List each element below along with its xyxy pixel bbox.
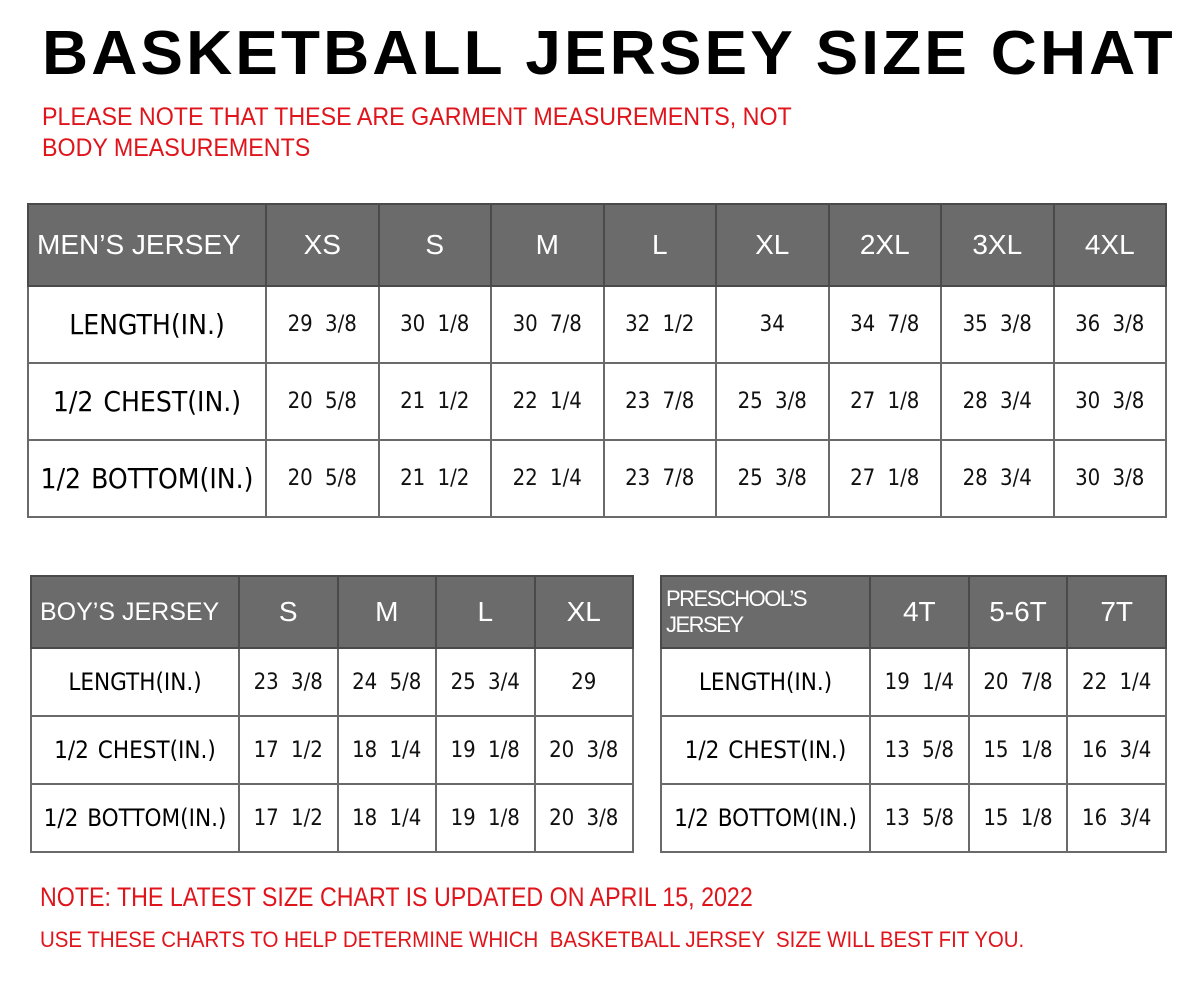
measurement-cell: 22 1/4 [490, 362, 605, 441]
table-header-row: BOY’S JERSEY S M L XL [30, 575, 634, 649]
measurement-cell: 32 1/2 [602, 285, 717, 364]
size-header-cell: M [490, 203, 605, 287]
table-title-cell: BOY’S JERSEY [30, 575, 240, 649]
measurement-cell: 29 3/8 [265, 285, 380, 364]
measurement-cell: 13 5/8 [869, 783, 970, 853]
size-header-cell: 3XL [940, 203, 1055, 287]
table-header-row: MEN’S JERSEY XS S M L XL 2XL 3XL 4XL [27, 203, 1167, 287]
size-header-cell: L [602, 203, 717, 287]
table-row: LENGTH(IN.) 23 3/8 24 5/8 25 3/4 29 [30, 647, 634, 717]
measurement-cell: 27 1/8 [827, 439, 942, 518]
table-title-cell: PRESCHOOL’S JERSEY [660, 575, 871, 649]
measurement-cell: 23 3/8 [238, 647, 339, 717]
size-header-cell: 4XL [1052, 203, 1167, 287]
measurement-cell: 30 7/8 [490, 285, 605, 364]
measurement-cell: 17 1/2 [238, 715, 339, 785]
measurement-cell: 25 3/4 [435, 647, 536, 717]
size-header-cell: 2XL [827, 203, 942, 287]
size-header-cell: 7T [1066, 575, 1167, 649]
measurement-cell: 20 3/8 [533, 715, 634, 785]
update-note: NOTE: THE LATEST SIZE CHART IS UPDATED O… [40, 882, 753, 912]
measurement-cell: 20 5/8 [265, 362, 380, 441]
measurement-cell: 20 3/8 [533, 783, 634, 853]
table-row: LENGTH(IN.) 29 3/8 30 1/8 30 7/8 32 1/2 34 34 … [27, 285, 1167, 364]
measurement-cell: 22 1/4 [1066, 647, 1167, 717]
measurement-cell: 21 1/2 [377, 362, 492, 441]
table-row: 1/2 CHEST(IN.) 20 5/8 21 1/2 22 1/4 23 7/8 25… [27, 362, 1167, 441]
row-label-cell: 1/2 CHEST(IN.) [30, 715, 240, 785]
row-label-cell: 1/2 CHEST(IN.) [660, 715, 871, 785]
size-header-cell: 5-6T [967, 575, 1069, 649]
row-label-cell: LENGTH(IN.) [660, 647, 871, 717]
measurement-cell: 25 3/8 [715, 362, 830, 441]
measurement-cell: 13 5/8 [869, 715, 970, 785]
measurement-cell: 34 [715, 285, 830, 364]
measurement-cell: 25 3/8 [715, 439, 830, 518]
mens-size-table: MEN’S JERSEY XS S M L XL 2XL 3XL 4XL LENGTH(IN.) 2… [27, 203, 1167, 518]
size-header-cell: S [377, 203, 492, 287]
garment-note: PLEASE NOTE THAT THESE ARE GARMENT MEASU… [42, 103, 792, 162]
table-row: 1/2 CHEST(IN.) 17 1/2 18 1/4 19 1/8 20 3/8 [30, 715, 634, 785]
size-header-cell: XL [715, 203, 830, 287]
page-title: BASKETBALL JERSEY SIZE CHAT [42, 19, 1176, 88]
table-row: 1/2 BOTTOM(IN.) 20 5/8 21 1/2 22 1/4 23 7/8 2… [27, 439, 1167, 518]
size-header-cell: XS [265, 203, 380, 287]
row-label-cell: 1/2 BOTTOM(IN.) [27, 439, 267, 518]
measurement-cell: 16 3/4 [1066, 715, 1167, 785]
size-header-cell: 4T [869, 575, 970, 649]
boys-size-table: BOY’S JERSEY S M L XL LENGTH(IN.) 23 3/8 24 5/8… [30, 575, 634, 853]
size-header-cell: M [336, 575, 437, 649]
row-label-cell: 1/2 BOTTOM(IN.) [660, 783, 871, 853]
measurement-cell: 17 1/2 [238, 783, 339, 853]
table-row: 1/2 CHEST(IN.) 13 5/8 15 1/8 16 3/4 [660, 715, 1167, 785]
measurement-cell: 22 1/4 [490, 439, 605, 518]
table-header-row: PRESCHOOL’S JERSEY 4T 5-6T 7T [660, 575, 1167, 649]
measurement-cell: 21 1/2 [377, 439, 492, 518]
measurement-cell: 15 1/8 [967, 715, 1069, 785]
measurement-cell: 28 3/4 [940, 439, 1055, 518]
measurement-cell: 19 1/4 [869, 647, 970, 717]
measurement-cell: 30 3/8 [1052, 362, 1167, 441]
measurement-cell: 27 1/8 [827, 362, 942, 441]
measurement-cell: 18 1/4 [336, 783, 437, 853]
table-title-cell: MEN’S JERSEY [27, 203, 267, 287]
size-header-cell: L [435, 575, 536, 649]
row-label-cell: LENGTH(IN.) [30, 647, 240, 717]
measurement-cell: 23 7/8 [602, 362, 717, 441]
measurement-cell: 29 [533, 647, 634, 717]
measurement-cell: 30 1/8 [377, 285, 492, 364]
measurement-cell: 30 3/8 [1052, 439, 1167, 518]
table-row: 1/2 BOTTOM(IN.) 13 5/8 15 1/8 16 3/4 [660, 783, 1167, 853]
measurement-cell: 15 1/8 [967, 783, 1069, 853]
measurement-cell: 16 3/4 [1066, 783, 1167, 853]
row-label-cell: LENGTH(IN.) [27, 285, 267, 364]
measurement-cell: 35 3/8 [940, 285, 1055, 364]
measurement-cell: 20 7/8 [967, 647, 1069, 717]
row-label-cell: 1/2 BOTTOM(IN.) [30, 783, 240, 853]
measurement-cell: 19 1/8 [435, 715, 536, 785]
preschool-size-table: PRESCHOOL’S JERSEY 4T 5-6T 7T LENGTH(IN.) 19 … [660, 575, 1167, 853]
measurement-cell: 36 3/8 [1052, 285, 1167, 364]
measurement-cell: 34 7/8 [827, 285, 942, 364]
size-header-cell: S [238, 575, 339, 649]
size-header-cell: XL [533, 575, 634, 649]
measurement-cell: 20 5/8 [265, 439, 380, 518]
usage-note: USE THESE CHARTS TO HELP DETERMINE WHICH… [40, 927, 1025, 952]
table-row: 1/2 BOTTOM(IN.) 17 1/2 18 1/4 19 1/8 20 3/8 [30, 783, 634, 853]
measurement-cell: 19 1/8 [435, 783, 536, 853]
measurement-cell: 28 3/4 [940, 362, 1055, 441]
measurement-cell: 23 7/8 [602, 439, 717, 518]
measurement-cell: 18 1/4 [336, 715, 437, 785]
measurement-cell: 24 5/8 [336, 647, 437, 717]
table-row: LENGTH(IN.) 19 1/4 20 7/8 22 1/4 [660, 647, 1167, 717]
row-label-cell: 1/2 CHEST(IN.) [27, 362, 267, 441]
